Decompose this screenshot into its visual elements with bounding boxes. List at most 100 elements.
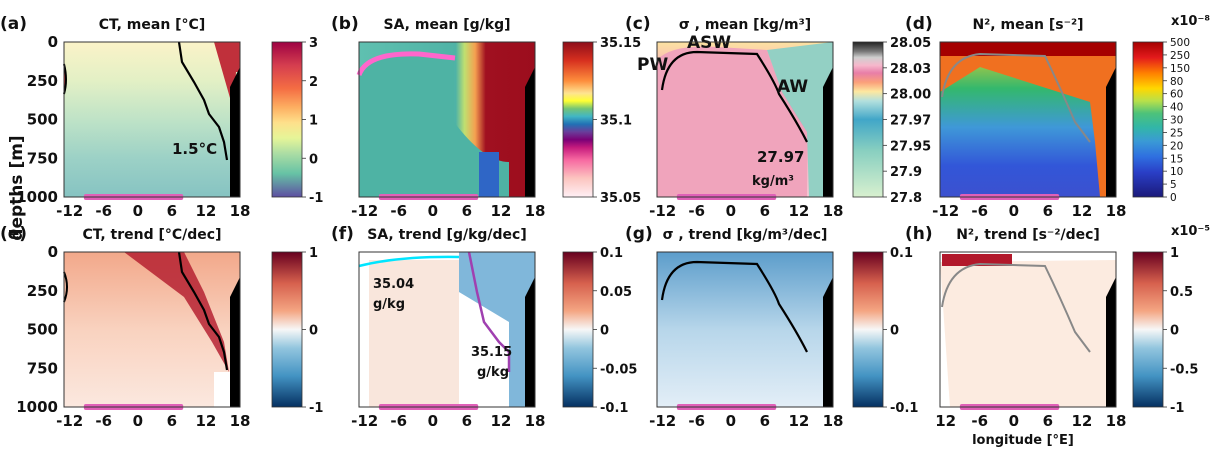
x-tick-label: -6 <box>971 202 988 220</box>
panel-letter: (b) <box>331 14 359 34</box>
plot-frame <box>358 251 536 408</box>
x-tick-label: 6 <box>167 202 177 220</box>
panel-letter: (h) <box>905 224 933 244</box>
isopycnal-contour <box>660 260 808 353</box>
x-tick-label: 0 <box>1009 412 1019 430</box>
x-tick-label: 0 <box>133 202 143 220</box>
x-tick-label: -6 <box>688 412 705 430</box>
x-tick-label: 12 <box>935 412 956 430</box>
x-tick-label: 18 <box>230 412 251 430</box>
colorbar-tick-label: 30 <box>1170 115 1183 127</box>
colorbar-tick-label: 0 <box>309 152 318 167</box>
x-tick-label: 18 <box>525 202 546 220</box>
x-tick-label: 6 <box>760 202 770 220</box>
bathymetry <box>525 277 535 407</box>
colorbar-tick-label: 35.15 <box>600 36 641 51</box>
colorbar <box>852 251 884 408</box>
surface-n2 <box>940 42 1116 56</box>
panel-title: SA, mean [g/kg] <box>383 17 510 33</box>
panel-letter: (c) <box>625 14 651 34</box>
y-tick-label: 500 <box>27 111 58 129</box>
warming-band <box>124 252 229 372</box>
x-tick-label: 12 <box>195 202 216 220</box>
colorbar <box>1132 41 1164 198</box>
panel-title: σ , trend [kg/m³/dec] <box>663 227 828 243</box>
x-tick-label: 6 <box>462 412 472 430</box>
panel-title: SA, trend [g/kg/dec] <box>367 227 527 243</box>
x-tick-label: -12 <box>649 202 676 220</box>
colorbar-multiplier: x10⁻⁵ <box>1171 224 1210 239</box>
gap <box>214 372 234 407</box>
x-tick-label: 0 <box>428 202 438 220</box>
colorbar-tick-label: 15 <box>1170 153 1183 165</box>
x-tick-label: 6 <box>167 412 177 430</box>
x-tick-label: -12 <box>56 412 83 430</box>
y-tick-label: 250 <box>27 282 58 300</box>
colorbar-tick-label: 2 <box>309 75 318 90</box>
x-tick-label: -6 <box>390 202 407 220</box>
y-tick-label: 750 <box>27 359 58 377</box>
annotation-asw: ASW <box>687 33 731 53</box>
colorbar-tick-label: 0 <box>600 324 609 339</box>
x-tick-label: 12 <box>1071 412 1092 430</box>
colorbar-tick-label: 80 <box>1170 76 1183 88</box>
y-tick-label: 500 <box>27 321 58 339</box>
plot-frame <box>656 41 834 198</box>
annotation-unit: kg/m³ <box>752 174 794 189</box>
panel-h: (h) N², trend [s⁻²/dec] 12 -6 0 6 12 18 1 0.5 0 -0.… <box>905 224 1210 430</box>
plot-frame <box>939 41 1117 198</box>
colorbar-tick-label: 1 <box>309 246 318 261</box>
panel-letter: (e) <box>0 224 27 244</box>
bathymetry <box>1106 277 1116 407</box>
colorbar-tick-label: 0.05 <box>600 285 632 300</box>
plot-frame <box>63 41 241 198</box>
colorbar-tick-label: 0 <box>309 324 318 339</box>
panel-e: (e) CT, trend [°C/dec] -12 -6 0 6 12 18 0 250 500 7… <box>0 224 323 430</box>
high-n2 <box>940 42 1116 197</box>
x-tick-label: -6 <box>971 412 988 430</box>
colorbar-tick-label: 500 <box>1170 37 1190 49</box>
colorbar-tick-label: 0.5 <box>1170 285 1193 300</box>
reference-contour <box>941 262 1091 353</box>
bathymetry <box>823 67 833 197</box>
panel-g: (g) σ , trend [kg/m³/dec] -12 -6 0 6 12 18 0.1 0 -… <box>625 224 918 430</box>
colorbar <box>271 41 303 198</box>
isotherm-contour <box>177 251 229 371</box>
colorbar <box>271 251 303 408</box>
panel-c: (c) σ , mean [kg/m³] -12 -6 0 6 12 18 PW ASW AW 27.… <box>625 14 931 220</box>
x-tick-label: 18 <box>230 202 251 220</box>
dense-core <box>657 46 807 198</box>
x-tick-label: 12 <box>1071 202 1092 220</box>
plot-frame <box>63 251 241 408</box>
colorbar-tick-label: 3 <box>309 36 318 51</box>
colorbar-tick-label: 1 <box>1170 246 1179 261</box>
light-water <box>767 42 833 197</box>
x-tick-label: 0 <box>1009 202 1019 220</box>
colorbar-tick-label: 0.1 <box>600 246 623 261</box>
x-tick-label: 6 <box>1043 202 1053 220</box>
colorbar-tick-label: -0.5 <box>1170 362 1198 377</box>
y-tick-label: 1000 <box>16 398 58 416</box>
colorbar-tick-label: 1 <box>309 114 318 129</box>
y-tick-label: 0 <box>48 243 58 261</box>
colorbar-tick-label: 28.05 <box>890 36 931 51</box>
bathymetry <box>1106 67 1116 197</box>
panel-letter: (g) <box>625 224 653 244</box>
colorbar-tick-label: 27.9 <box>890 165 922 180</box>
plot-frame <box>656 251 834 408</box>
colorbar-tick-label: -1 <box>309 401 323 416</box>
colorbar-tick-label: 40 <box>1170 102 1183 114</box>
panel-title: CT, mean [°C] <box>99 17 205 33</box>
panel-b: (b) SA, mean [g/kg] -12 -6 0 6 12 18 35.15 35.1 35… <box>331 14 641 220</box>
colorbar-tick-label: 10 <box>1170 166 1183 178</box>
colorbar-tick-label: 20 <box>1170 140 1183 152</box>
x-tick-label: -6 <box>390 412 407 430</box>
colorbar-tick-label: 0 <box>890 324 899 339</box>
panel-letter: (a) <box>0 14 27 34</box>
colorbar-tick-label: 250 <box>1170 50 1190 62</box>
x-tick-label: 12 <box>788 202 809 220</box>
x-tick-label: 6 <box>1043 412 1053 430</box>
colorbar <box>562 41 594 198</box>
plot-area <box>64 42 240 197</box>
panel-letter: (f) <box>331 224 354 244</box>
